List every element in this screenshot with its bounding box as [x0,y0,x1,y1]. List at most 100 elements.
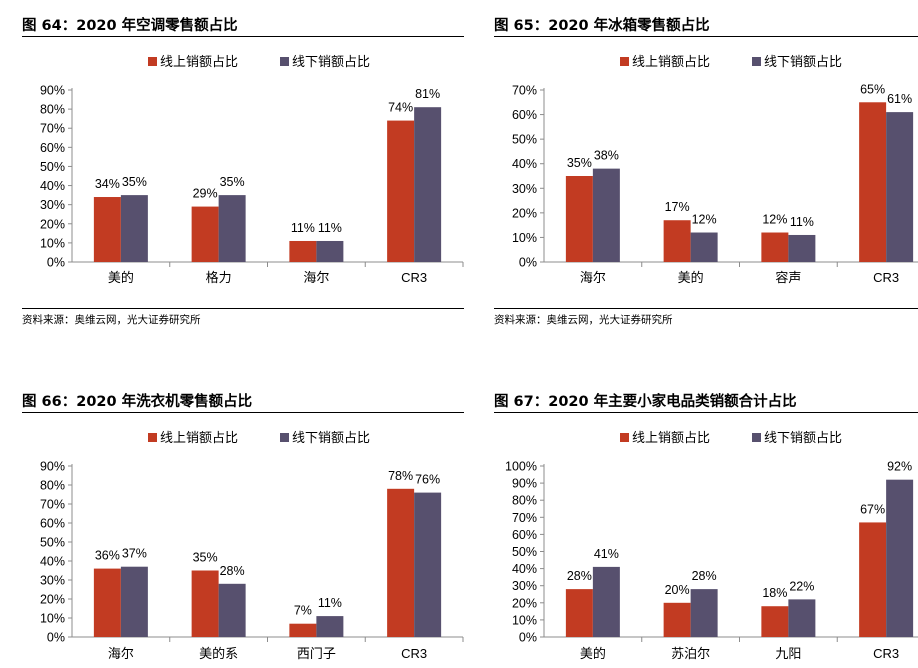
data-label: 29% [193,187,218,201]
bar-online [761,606,789,637]
chart-panel-washer: 图 66：2020 年洗衣机零售额占比 线上销额占比 线下销额占比 0% 10% 20%… [22,390,464,668]
bar-chart-fridge: 线上销额占比 线下销额占比 0% 10% 20% 30% 40% 50% 60% 70% 35%38… [512,54,918,285]
data-label: 81% [415,87,440,101]
bar-offline [316,240,344,262]
data-label: 35% [220,175,245,189]
legend-swatch-1 [752,57,761,66]
source-note: 资料来源：奥维云网，光大证券研究所 [22,314,201,326]
x-category-label: CR3 [401,646,427,661]
bar-online [93,568,121,637]
bar-online [859,522,887,637]
y-tick-label: 30% [40,574,65,588]
bar-offline [690,589,718,637]
data-label: 36% [95,549,120,563]
x-category-label: 美的 [678,270,704,285]
data-label: 20% [665,583,690,597]
data-label: 34% [95,177,120,191]
y-tick-label: 40% [512,157,537,171]
y-tick-label: 90% [512,477,537,491]
legend: 线上销额占比 线下销额占比 [148,54,370,69]
data-label: 12% [692,213,717,227]
x-category-label: 苏泊尔 [671,646,710,661]
y-tick-label: 70% [40,122,65,136]
legend-label-0: 线上销额占比 [632,430,710,445]
legend-label-1: 线下销额占比 [292,430,370,445]
data-label: 37% [122,547,147,561]
y-tick-label: 60% [40,141,65,155]
chart-panel-fridge: 图 65：2020 年冰箱零售额占比 线上销额占比 线下销额占比 0% 10% 20% 3… [494,14,918,334]
y-tick-label: 20% [512,206,537,220]
y-tick-label: 40% [40,555,65,569]
bar-online [289,623,317,637]
chart-title: 图 65：2020 年冰箱零售额占比 [494,18,710,34]
x-category-label: 容声 [775,270,801,285]
data-label: 11% [790,215,814,229]
y-tick-label: 60% [40,517,65,531]
x-category-label: CR3 [401,270,427,285]
y-tick-label: 70% [512,511,537,525]
chart-title: 图 64：2020 年空调零售额占比 [22,18,238,34]
data-label: 35% [567,156,592,170]
data-label: 22% [789,579,814,593]
data-label: 28% [220,564,245,578]
bar-offline [690,232,718,262]
y-tick-label: 10% [512,613,537,627]
bar-online [93,197,121,262]
title-divider [494,412,918,413]
title-divider [22,412,464,413]
data-label: 65% [860,82,885,96]
legend-label-0: 线上销额占比 [160,430,238,445]
x-category-label: CR3 [873,646,899,661]
data-label: 12% [762,213,787,227]
bar-offline [788,234,816,262]
y-tick-label: 60% [512,528,537,542]
chart-title: 图 67：2020 年主要小家电品类销额合计占比 [494,394,797,410]
y-tick-label: 10% [40,612,65,626]
y-tick-label: 70% [512,84,537,98]
y-tick-label: 40% [512,562,537,576]
y-tick-label: 10% [40,236,65,250]
bar-offline [120,195,148,262]
legend-label-0: 线上销额占比 [160,54,238,69]
data-label: 35% [193,551,218,565]
bar-online [565,589,593,637]
bar-online [565,176,593,262]
bar-offline [218,583,246,637]
title-divider [22,36,464,37]
legend-label-1: 线下销额占比 [292,54,370,69]
x-category-label: 美的系 [199,646,238,661]
y-tick-label: 80% [40,479,65,493]
y-tick-label: 30% [40,198,65,212]
legend-swatch-0 [148,57,157,66]
data-label: 76% [415,473,440,487]
legend-swatch-0 [620,57,629,66]
bar-offline [218,195,246,262]
source-divider [494,308,918,309]
bar-offline [316,616,344,637]
legend-label-1: 线下销额占比 [764,54,842,69]
y-tick-label: 80% [40,103,65,117]
bar-online [191,206,219,262]
data-label: 11% [318,221,342,235]
data-label: 7% [294,604,312,618]
y-tick-label: 40% [40,179,65,193]
bar-online [859,102,887,263]
y-tick-label: 60% [512,108,537,122]
source-divider [22,308,464,309]
y-tick-label: 0% [519,631,537,645]
bar-chart-small-appliance: 线上销额占比 线下销额占比 0% 10% 20% 30% 40% 50% 60% 70% 80% 90… [505,430,918,661]
data-label: 67% [860,502,885,516]
data-label: 17% [665,200,690,214]
bar-online [191,570,219,637]
data-label: 41% [594,547,619,561]
bar-chart-washer: 线上销额占比 线下销额占比 0% 10% 20% 30% 40% 50% 60% 70% 80% 90… [40,430,464,661]
legend-swatch-1 [280,57,289,66]
legend-label-0: 线上销额占比 [632,54,710,69]
legend-swatch-1 [280,433,289,442]
y-tick-label: 30% [512,182,537,196]
data-label: 78% [388,469,413,483]
y-tick-label: 90% [40,84,65,98]
y-tick-label: 20% [40,593,65,607]
y-tick-label: 20% [40,217,65,231]
bar-offline [414,492,442,637]
